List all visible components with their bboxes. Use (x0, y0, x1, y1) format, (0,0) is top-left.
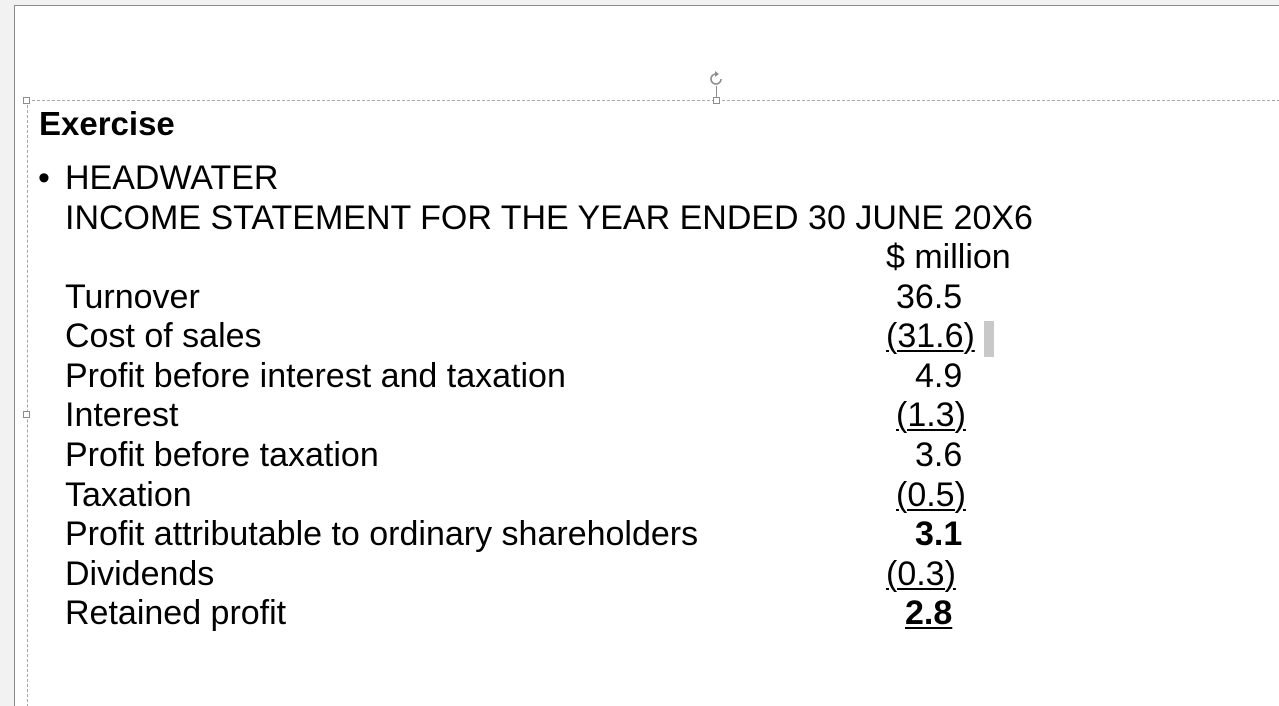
row-value-interest: (1.3) (896, 396, 966, 434)
text-box-selection[interactable] (27, 100, 1279, 706)
row-label-turnover: Turnover (65, 278, 200, 316)
row-label-profit-attributable: Profit attributable to ordinary sharehol… (65, 515, 699, 553)
statement-title: INCOME STATEMENT FOR THE YEAR ENDED 30 J… (65, 199, 1033, 237)
row-label-cost-of-sales: Cost of sales (65, 317, 262, 355)
row-value-turnover: 36.5 (896, 278, 963, 316)
company-name: HEADWATER (65, 159, 279, 197)
row-label-profit-before-taxation: Profit before taxation (65, 436, 379, 474)
row-value-dividends: (0.3) (886, 555, 956, 593)
row-value-profit-before-taxation: 3.6 (915, 436, 963, 474)
row-label-dividends: Dividends (65, 555, 215, 593)
row-label-retained-profit: Retained profit (65, 594, 287, 632)
slide-heading: Exercise (39, 105, 175, 142)
rotate-icon[interactable] (706, 70, 726, 88)
row-label-profit-before-interest: Profit before interest and taxation (65, 357, 566, 395)
row-label-interest: Interest (65, 396, 179, 434)
row-value-cost-of-sales: (31.6) (886, 317, 975, 355)
resize-handle-top-middle[interactable] (713, 97, 720, 104)
rotate-handle-stem (716, 86, 717, 97)
row-value-retained-profit: 2.8 (905, 594, 953, 632)
resize-handle-top-left[interactable] (23, 97, 30, 104)
row-value-profit-before-interest: 4.9 (915, 357, 963, 395)
unit-header: $ million (886, 238, 1011, 276)
slide[interactable] (14, 5, 1279, 706)
row-value-profit-attributable: 3.1 (915, 515, 963, 553)
row-value-taxation: (0.5) (896, 476, 966, 514)
row-label-taxation: Taxation (65, 476, 192, 514)
text-cursor (984, 321, 994, 357)
bullet-marker: • (38, 159, 50, 197)
resize-handle-middle-left[interactable] (23, 411, 30, 418)
